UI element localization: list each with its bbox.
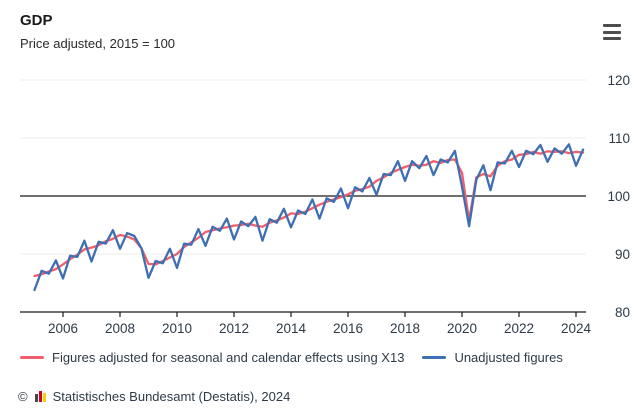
- svg-text:80: 80: [615, 305, 630, 320]
- svg-text:120: 120: [607, 73, 630, 88]
- legend-dash-red-icon: [20, 356, 44, 359]
- svg-text:2008: 2008: [105, 321, 135, 336]
- destatis-bars-icon: [34, 391, 46, 402]
- chart-legend: Figures adjusted for seasonal and calend…: [20, 350, 563, 365]
- legend-item-adjusted[interactable]: Figures adjusted for seasonal and calend…: [20, 350, 404, 365]
- svg-text:2006: 2006: [48, 321, 78, 336]
- svg-text:2022: 2022: [504, 321, 534, 336]
- svg-text:100: 100: [607, 189, 630, 204]
- chart-header: GDP Price adjusted, 2015 = 100: [20, 12, 175, 51]
- legend-item-unadjusted[interactable]: Unadjusted figures: [422, 350, 563, 365]
- menu-bar: [603, 37, 621, 40]
- legend-dash-blue-icon: [422, 356, 447, 359]
- hamburger-menu-icon[interactable]: [603, 24, 621, 40]
- gridlines: [20, 79, 586, 255]
- legend-label-adjusted: Figures adjusted for seasonal and calend…: [52, 350, 405, 365]
- source-text: Statistisches Bundesamt (Destatis), 2024: [52, 389, 291, 404]
- copyright-symbol: ©: [18, 389, 28, 404]
- series-line-0[interactable]: [33, 150, 585, 278]
- series-line-1[interactable]: [33, 143, 585, 292]
- source-attribution: © Statistisches Bundesamt (Destatis), 20…: [18, 389, 290, 404]
- svg-text:2016: 2016: [333, 321, 363, 336]
- svg-text:2018: 2018: [390, 321, 420, 336]
- svg-text:110: 110: [608, 131, 630, 146]
- chart-subtitle: Price adjusted, 2015 = 100: [20, 36, 176, 51]
- svg-text:90: 90: [615, 247, 630, 262]
- axis-labels: 2006 2008 2010 2012 2014 2016 2018 2020 2022 2024…: [48, 73, 630, 336]
- series-lines[interactable]: [33, 143, 585, 292]
- menu-bar: [603, 24, 621, 27]
- legend-label-unadjusted: Unadjusted figures: [454, 350, 563, 365]
- svg-text:2014: 2014: [276, 321, 307, 336]
- page-title: GDP: [20, 12, 53, 29]
- svg-text:2010: 2010: [162, 321, 192, 336]
- svg-text:2020: 2020: [447, 321, 477, 336]
- svg-text:2012: 2012: [219, 321, 249, 336]
- svg-text:2024: 2024: [561, 321, 592, 336]
- menu-bar: [603, 30, 621, 34]
- axes: [20, 195, 586, 317]
